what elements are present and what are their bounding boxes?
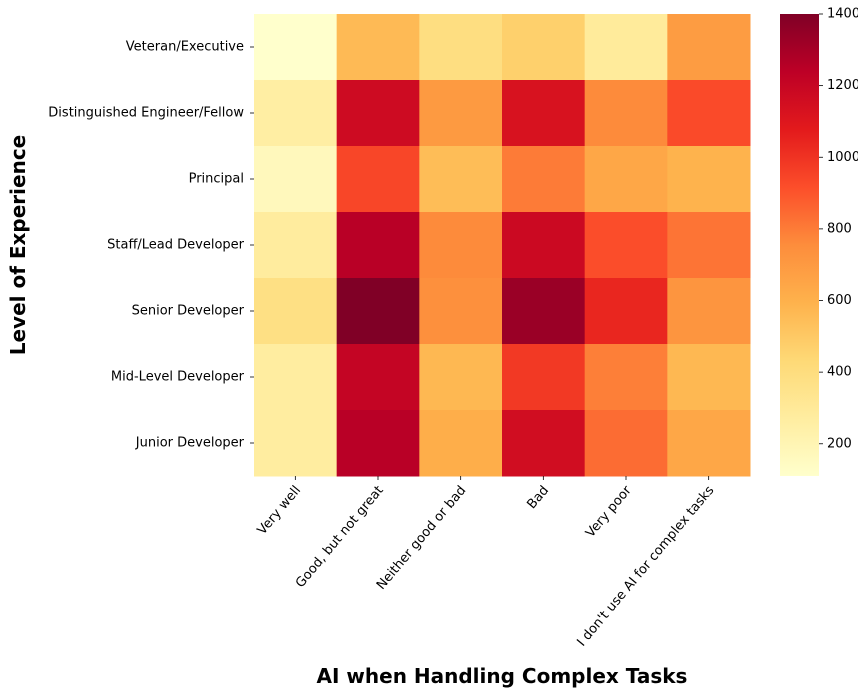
heatmap-cell [419, 14, 503, 81]
heatmap-cell [584, 212, 668, 279]
heatmap-cell [419, 410, 503, 477]
colorbar-ticks: 200 400 600 800 1000 1200 1400 [819, 7, 858, 451]
y-axis-ticks: Veteran/Executive Distinguished Engineer/… [48, 40, 254, 451]
heatmap-cell [584, 14, 668, 81]
x-tick-label: Very poor [583, 483, 635, 541]
heatmap-cell [667, 146, 751, 213]
colorbar-tick-label: 1000 [827, 150, 858, 165]
colorbar-tick-label: 1400 [827, 7, 858, 22]
heatmap-cell [254, 344, 338, 411]
heatmap-cell [502, 410, 586, 477]
colorbar-tick-label: 1200 [827, 78, 858, 93]
heatmap-cell [502, 212, 586, 279]
heatmap-cells [254, 14, 751, 477]
heatmap-cell [419, 278, 503, 345]
heatmap-cell [667, 410, 751, 477]
colorbar-tick-label: 600 [827, 293, 852, 308]
heatmap-cell [336, 278, 420, 345]
x-tick-label: Bad [524, 483, 552, 512]
heatmap-cell [584, 278, 668, 345]
heatmap-cell [584, 410, 668, 477]
colorbar-tick-label: 200 [827, 436, 852, 451]
x-tick-label: Neither good or bad [374, 483, 469, 593]
heatmap-cell [502, 14, 586, 81]
heatmap-cell [336, 212, 420, 279]
x-tick-label: Good, but not great [293, 483, 387, 591]
heatmap-cell [667, 14, 751, 81]
y-tick-label: Staff/Lead Developer [107, 238, 245, 253]
heatmap-cell [336, 14, 420, 81]
y-tick-label: Junior Developer [135, 436, 245, 451]
heatmap-cell [667, 212, 751, 279]
x-tick-label: Very well [255, 483, 304, 538]
heatmap-cell [584, 146, 668, 213]
x-axis-title: AI when Handling Complex Tasks [317, 664, 688, 688]
heatmap-cell [502, 146, 586, 213]
heatmap-cell [667, 344, 751, 411]
heatmap-cell [584, 344, 668, 411]
heatmap-cell [336, 80, 420, 147]
heatmap-cell [502, 80, 586, 147]
y-tick-label: Senior Developer [132, 304, 245, 319]
heatmap-cell [336, 146, 420, 213]
heatmap-cell [502, 278, 586, 345]
heatmap-cell [254, 146, 338, 213]
heatmap-cell [336, 344, 420, 411]
heatmap-cell [336, 410, 420, 477]
heatmap-cell [584, 80, 668, 147]
heatmap-cell [419, 146, 503, 213]
heatmap-cell [667, 80, 751, 147]
heatmap-cell [254, 278, 338, 345]
x-tick-label: I don't use AI for complex tasks [574, 483, 717, 650]
heatmap-cell [254, 80, 338, 147]
heatmap-cell [419, 80, 503, 147]
heatmap-cell [419, 212, 503, 279]
y-tick-label: Veteran/Executive [126, 40, 244, 55]
colorbar-tick-label: 800 [827, 221, 852, 236]
y-tick-label: Distinguished Engineer/Fellow [48, 106, 244, 121]
y-axis-title: Level of Experience [6, 135, 30, 356]
y-tick-label: Principal [189, 172, 244, 187]
heatmap-cell [254, 212, 338, 279]
heatmap-cell [667, 278, 751, 345]
heatmap-cell [254, 410, 338, 477]
colorbar-tick-label: 400 [827, 365, 852, 380]
heatmap-cell [502, 344, 586, 411]
heatmap-cell [254, 14, 338, 81]
heatmap-cell [419, 344, 503, 411]
colorbar [780, 14, 819, 476]
y-tick-label: Mid-Level Developer [111, 370, 245, 385]
